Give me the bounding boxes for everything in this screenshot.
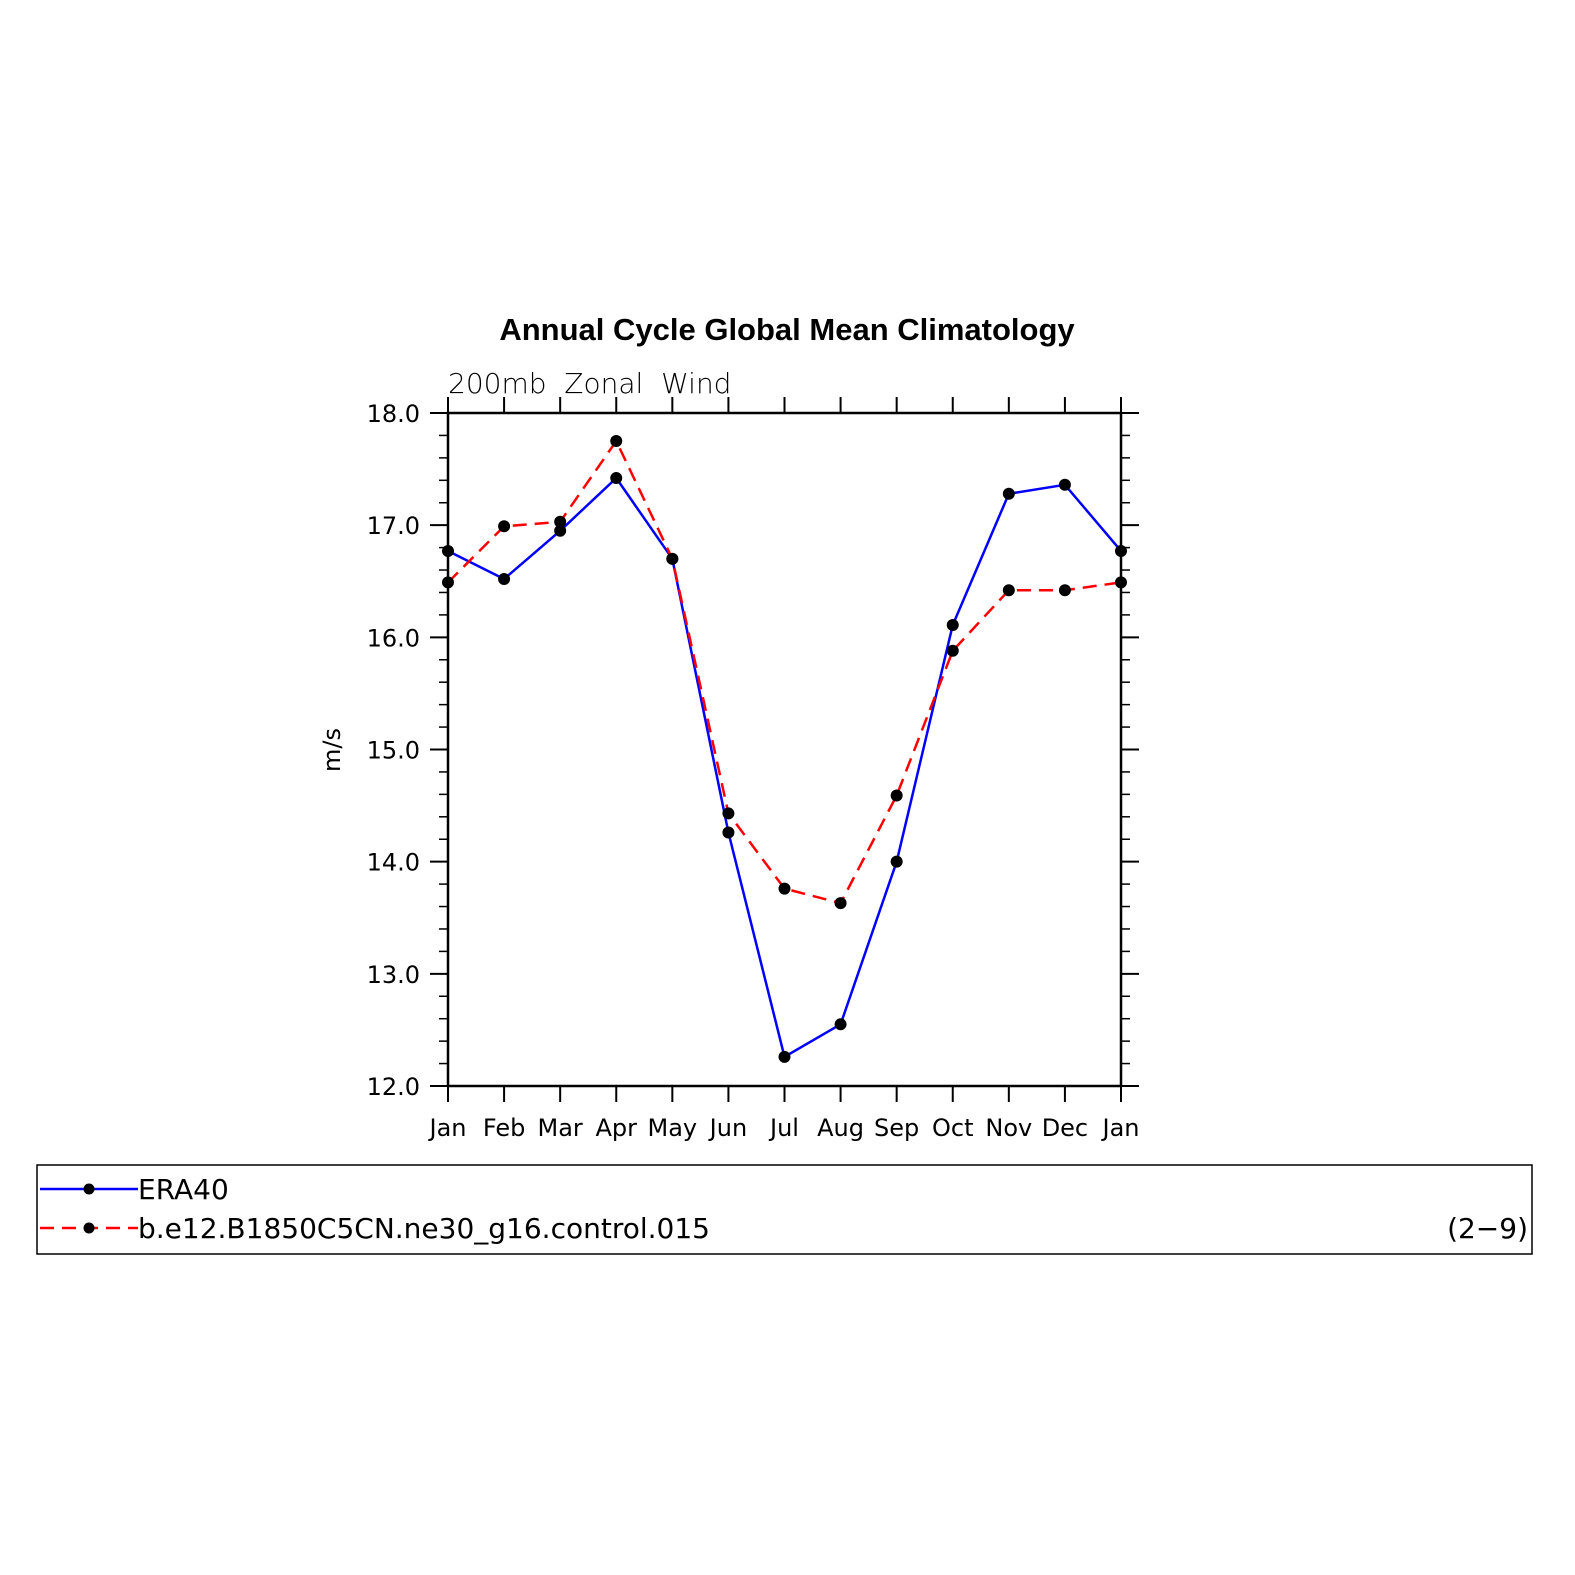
- series-0-point: [890, 855, 903, 868]
- x-tick-label: Feb: [483, 1114, 526, 1142]
- y-tick-label: 15.0: [367, 737, 420, 765]
- axes: 12.0 13.0 14.0 15.0 16.0 17.0 18.0 Jan Feb Mar Apr…: [367, 397, 1140, 1142]
- series-1-point: [1115, 576, 1127, 589]
- x-tick-label: Jan: [1101, 1114, 1140, 1142]
- series-0-point: [554, 524, 567, 537]
- plot-frame: [446, 411, 1123, 1088]
- series-1-point: [778, 882, 791, 895]
- x-tick-label: Sep: [874, 1114, 919, 1142]
- x-tick-label: Dec: [1042, 1114, 1088, 1142]
- y-tick-label: 12.0: [367, 1073, 420, 1101]
- legend-box: [36, 1164, 1533, 1255]
- x-tick-label: Apr: [595, 1114, 637, 1142]
- x-tick-label: May: [648, 1114, 698, 1142]
- series-1-point: [554, 515, 567, 528]
- x-tick-label: Mar: [538, 1114, 583, 1142]
- y-tick-label: 18.0: [367, 400, 420, 428]
- panel-label: (2−9): [1447, 1212, 1528, 1245]
- legend: ERA40 b.e12.B1850C5CN.ne30_g16.control.0…: [36, 1164, 1533, 1255]
- x-tick-label: Oct: [932, 1114, 974, 1142]
- chart-title: Annual Cycle Global Mean Climatology: [499, 312, 1075, 347]
- y-tick-label: 17.0: [367, 512, 420, 540]
- series-1-point: [610, 435, 623, 448]
- x-tick-label: Jun: [708, 1114, 748, 1142]
- x-tick-label: Jul: [768, 1114, 799, 1142]
- series-0-point: [778, 1050, 791, 1063]
- y-tick-label: 16.0: [367, 624, 420, 652]
- series-0-point: [834, 1018, 847, 1031]
- series-0-point: [442, 544, 454, 557]
- x-tick-label: Nov: [985, 1114, 1032, 1142]
- series-1-point: [722, 807, 735, 820]
- series-1-point: [498, 520, 511, 533]
- series-1-point: [834, 897, 847, 910]
- series-group: [442, 435, 1127, 1063]
- series-1-point: [946, 644, 959, 657]
- legend-label-era40: ERA40: [138, 1173, 229, 1206]
- x-tick-label: Aug: [817, 1114, 864, 1142]
- series-1-point: [666, 552, 679, 565]
- y-tick-label: 14.0: [367, 849, 420, 877]
- legend-marker-era40: [83, 1183, 95, 1195]
- series-1-point: [1058, 584, 1071, 597]
- legend-marker-model: [83, 1222, 95, 1234]
- series-1-point: [890, 789, 903, 802]
- series-line-0: [447, 476, 1122, 1059]
- y-axis-label: m/s: [318, 728, 346, 772]
- series-1-point: [1002, 584, 1015, 597]
- legend-label-model: b.e12.B1850C5CN.ne30_g16.control.015: [138, 1212, 710, 1245]
- series-0-point: [946, 618, 959, 631]
- x-tick-label: Jan: [428, 1114, 467, 1142]
- series-1-point: [442, 576, 454, 589]
- series-0-point: [722, 826, 735, 839]
- series-line-1: [447, 438, 1122, 905]
- series-0-point: [498, 573, 511, 586]
- series-0-point: [1002, 487, 1015, 500]
- chart-subtitle: 200mb Zonal Wind: [448, 367, 731, 400]
- y-tick-label: 13.0: [367, 961, 420, 989]
- series-0-point: [1115, 544, 1127, 557]
- series-0-point: [610, 472, 623, 485]
- series-0-point: [1058, 478, 1071, 491]
